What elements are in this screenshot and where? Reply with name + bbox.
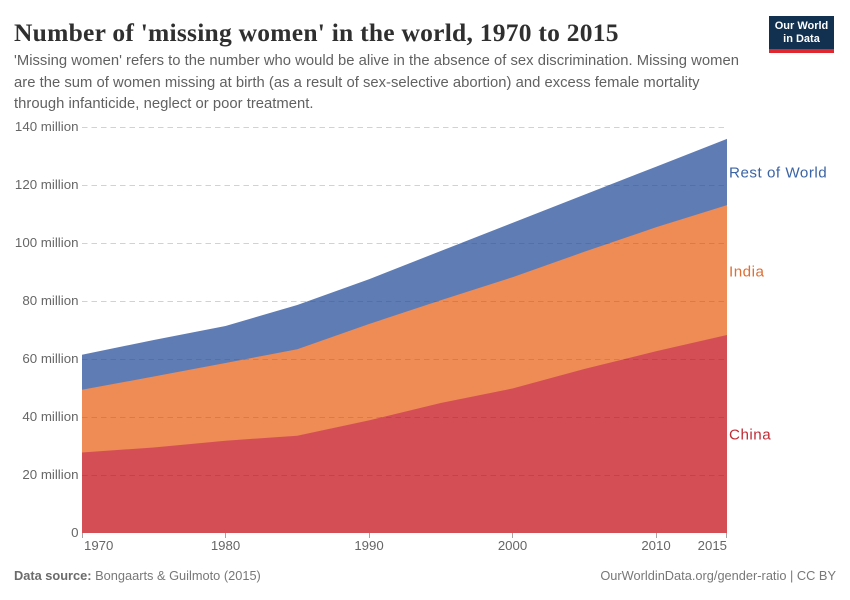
svg-text:2010: 2010 [641, 538, 670, 553]
svg-text:40 million: 40 million [22, 409, 78, 424]
svg-text:India: India [729, 264, 764, 281]
svg-text:1980: 1980 [211, 538, 240, 553]
svg-text:1970: 1970 [84, 538, 113, 553]
svg-text:Rest of World: Rest of World [729, 165, 827, 182]
svg-text:60 million: 60 million [22, 351, 78, 366]
svg-text:China: China [729, 427, 771, 444]
svg-text:120 million: 120 million [15, 177, 79, 192]
svg-text:80 million: 80 million [22, 293, 78, 308]
svg-text:20 million: 20 million [22, 467, 78, 482]
svg-text:1990: 1990 [354, 538, 383, 553]
svg-text:140 million: 140 million [15, 119, 79, 134]
svg-text:100 million: 100 million [15, 235, 79, 250]
svg-text:2000: 2000 [498, 538, 527, 553]
svg-text:0: 0 [71, 525, 78, 540]
svg-text:2015: 2015 [698, 538, 727, 553]
